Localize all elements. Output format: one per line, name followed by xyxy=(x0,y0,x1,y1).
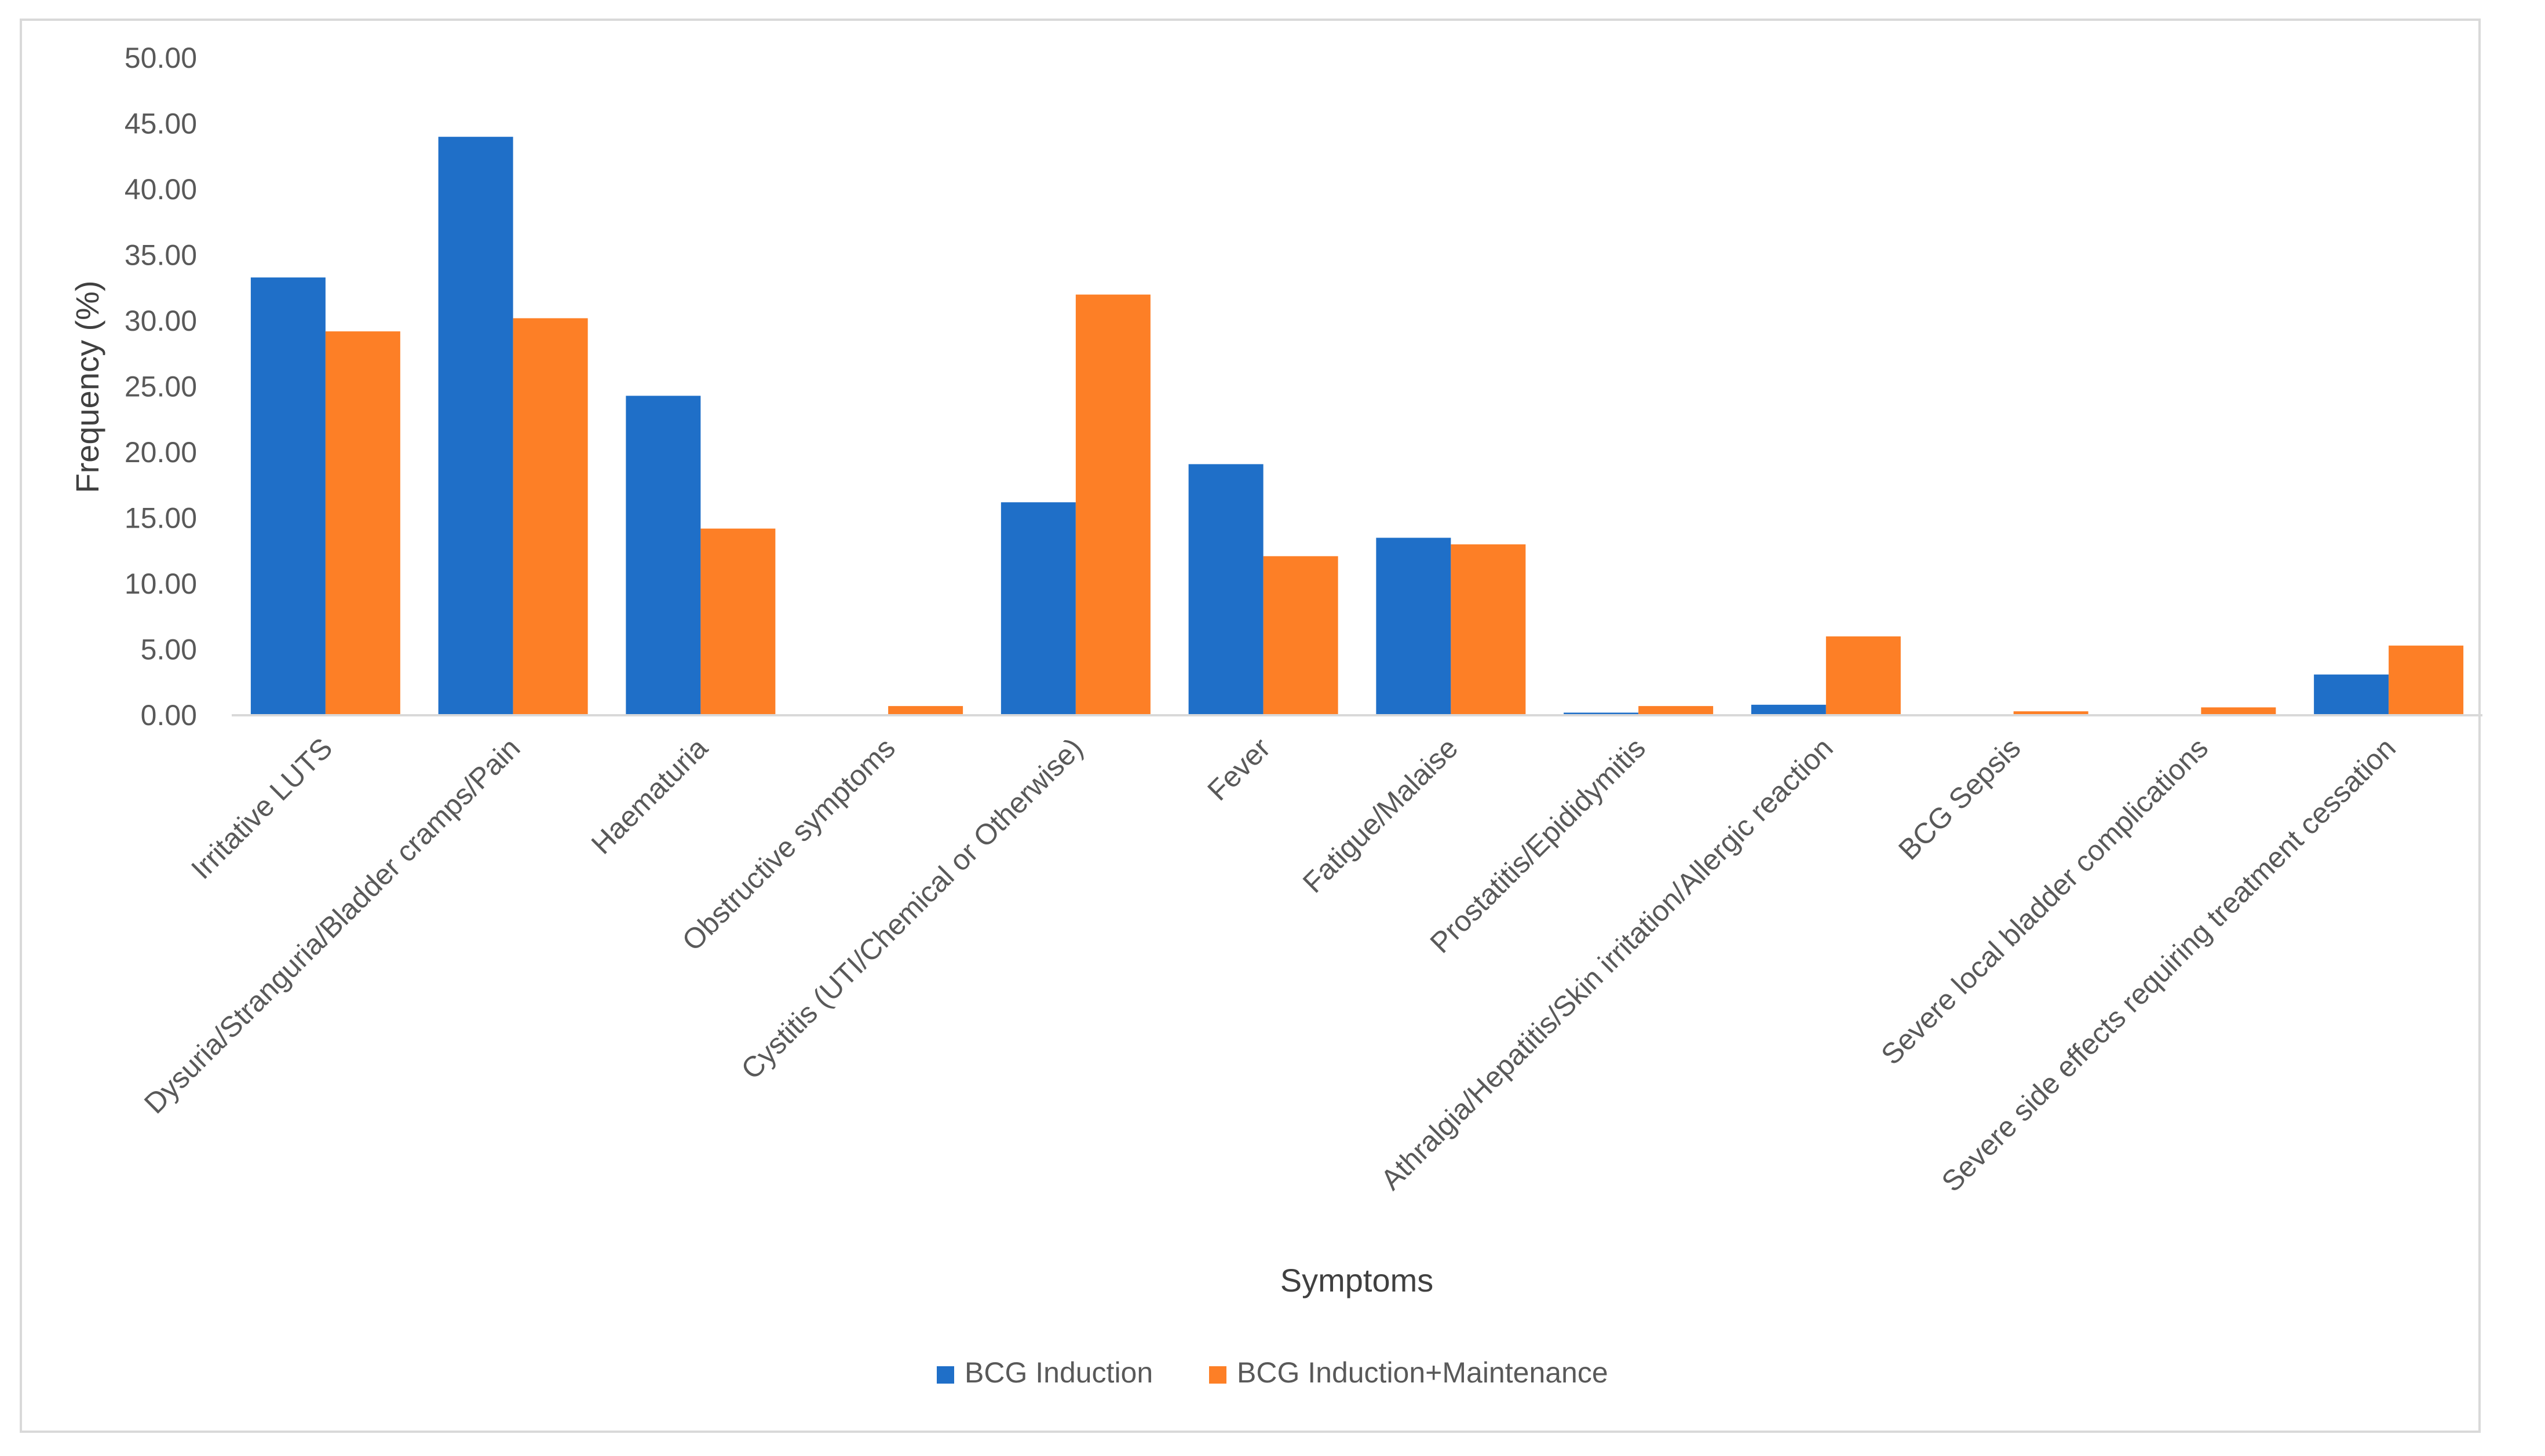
y-tick-label: 40.00 xyxy=(125,173,197,206)
x-category-label: Dysuria/Stranguria/Bladder cramps/Pain xyxy=(138,731,526,1120)
bar-induction xyxy=(438,137,513,715)
x-category-label: Fatigue/Malaise xyxy=(1297,731,1464,899)
bar-induction-maintenance xyxy=(1451,544,1526,715)
bar-induction-maintenance xyxy=(1638,706,1714,715)
x-category-label: Prostatitis/Epididymitis xyxy=(1424,731,1652,959)
x-category-label: Irritative LUTS xyxy=(185,731,339,886)
x-category-label: Haematuria xyxy=(585,731,714,860)
legend-swatch xyxy=(937,1366,954,1384)
bar-induction-maintenance xyxy=(888,706,963,715)
x-category-label: Athralgia/Hepatitis/Skin irritation/Alle… xyxy=(1375,731,1839,1196)
legend-label: BCG Induction+Maintenance xyxy=(1237,1356,1608,1389)
x-category-label: Cystitis (UTI/Chemical or Otherwise) xyxy=(735,731,1089,1085)
category-labels: Irritative LUTSDysuria/Stranguria/Bladde… xyxy=(138,731,2402,1198)
x-category-label: Fever xyxy=(1201,731,1276,807)
legend: BCG Induction BCG Induction+Maintenance xyxy=(937,1356,1608,1389)
legend-label: BCG Induction xyxy=(965,1356,1153,1389)
bar-induction-maintenance xyxy=(2013,711,2088,715)
bar-induction-maintenance xyxy=(513,318,588,715)
y-tick-label: 15.00 xyxy=(125,502,197,535)
y-tick-label: 10.00 xyxy=(125,568,197,600)
bar-induction xyxy=(1376,537,1451,715)
bar-induction xyxy=(626,396,701,715)
y-tick-label: 0.00 xyxy=(141,699,197,731)
y-tick-label: 50.00 xyxy=(125,42,197,74)
bars xyxy=(250,137,2464,716)
y-tick-label: 5.00 xyxy=(141,634,197,666)
bar-induction-maintenance xyxy=(700,528,776,715)
bar-induction xyxy=(1188,464,1264,715)
y-tick-label: 30.00 xyxy=(125,305,197,337)
bar-induction xyxy=(250,277,326,716)
bar-induction xyxy=(1564,712,1639,715)
bar-induction xyxy=(2314,674,2389,715)
x-category-label: Obstructive symptoms xyxy=(676,731,901,957)
bar-induction xyxy=(1001,502,1076,715)
bar-induction-maintenance xyxy=(2201,707,2276,715)
legend-swatch xyxy=(1209,1366,1226,1384)
x-category-label: BCG Sepsis xyxy=(1892,731,2026,866)
y-tick-label: 20.00 xyxy=(125,436,197,469)
bar-induction-maintenance xyxy=(1075,294,1151,716)
bar-induction-maintenance xyxy=(2389,645,2464,715)
y-tick-label: 25.00 xyxy=(125,371,197,403)
y-tick-label: 35.00 xyxy=(125,239,197,272)
bar-induction xyxy=(1751,704,1826,715)
bar-induction-maintenance xyxy=(1263,556,1338,715)
chart-frame xyxy=(20,19,2481,1433)
x-category-label: Severe local bladder complications xyxy=(1875,731,2214,1071)
y-tick-label: 45.00 xyxy=(125,108,197,140)
bar-induction-maintenance xyxy=(1825,636,1901,715)
y-axis-ticks: 0.00 5.00 10.00 15.00 20.00 25.00 30.00 35.00 40… xyxy=(125,42,197,731)
x-category-label: Severe side effects requiring treatment … xyxy=(1936,731,2402,1198)
bar-induction-maintenance xyxy=(325,331,400,715)
y-axis-title: Frequency (%) xyxy=(69,280,105,493)
x-axis-title: Symptoms xyxy=(1280,1262,1434,1298)
